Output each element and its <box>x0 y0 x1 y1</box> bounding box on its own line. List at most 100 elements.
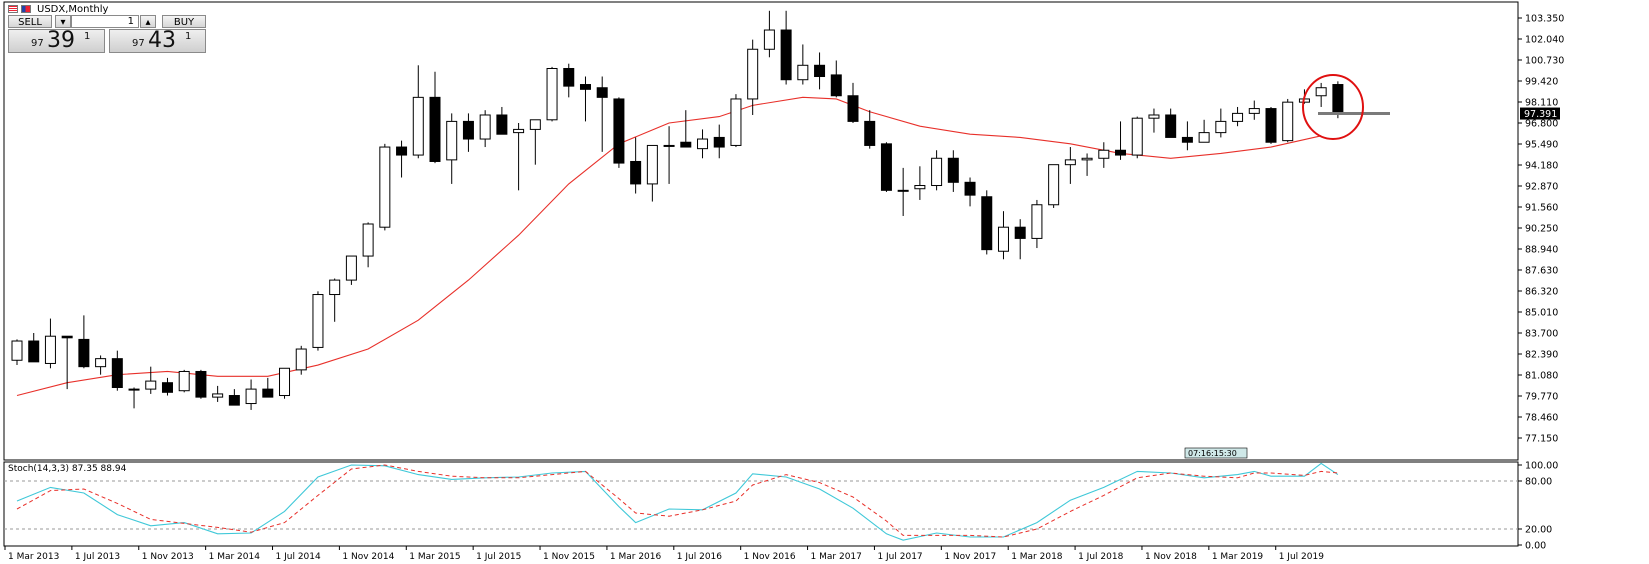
candle-body <box>496 114 508 135</box>
candle <box>329 278 341 322</box>
candle-body <box>1181 136 1193 143</box>
x-tick-label: 1 Jul 2015 <box>476 552 521 562</box>
candle-body <box>78 338 90 368</box>
candle <box>914 166 926 200</box>
time-axis: 1 Mar 2013 1 Jul 2013 1 Nov 2013 1 Mar 2014… <box>4 546 1324 562</box>
candle <box>1165 108 1177 138</box>
candle-body <box>563 67 575 87</box>
candle <box>1198 119 1210 143</box>
candle-body <box>1215 120 1227 134</box>
y-tick-label: 88.940 <box>1525 245 1558 256</box>
time-label-box <box>1184 447 1248 459</box>
candle-body <box>529 119 541 130</box>
candle <box>1115 121 1127 160</box>
candle <box>1064 147 1076 184</box>
y-tick-label: 77.150 <box>1525 434 1558 445</box>
candle <box>513 123 525 191</box>
candle <box>964 177 976 207</box>
x-tick-label: 1 Nov 2015 <box>543 552 595 562</box>
candle <box>713 124 725 159</box>
y-tick-label: 96.800 <box>1525 119 1558 130</box>
candle <box>546 66 558 122</box>
candle <box>161 377 173 396</box>
candle <box>145 366 157 394</box>
candle-body <box>814 64 826 78</box>
candle <box>646 144 658 202</box>
lot-decrease-button[interactable]: ▾ <box>55 15 71 28</box>
candle <box>28 333 40 363</box>
symbol-title: USDX,Monthly <box>37 3 109 15</box>
candle <box>178 369 190 393</box>
candle-body <box>28 340 40 363</box>
candle <box>1131 116 1143 159</box>
candle <box>1215 108 1227 138</box>
x-tick-label: 1 Mar 2019 <box>1212 552 1264 562</box>
candle <box>11 339 23 366</box>
candle <box>747 39 759 115</box>
current-price-label: 97.391 <box>1524 109 1557 120</box>
candle <box>797 44 809 85</box>
buy-price-prefix: 97 <box>132 38 145 49</box>
candle-body <box>111 358 123 389</box>
candle <box>111 350 123 391</box>
y-tick-label: 81.080 <box>1525 371 1558 382</box>
buy-price-button[interactable]: 97 43 1 <box>109 28 206 53</box>
candle-body <box>931 157 943 187</box>
candle-body <box>1064 159 1076 166</box>
candle-body <box>1098 149 1110 159</box>
candle-body <box>479 114 491 140</box>
candle-body <box>446 120 458 161</box>
sell-button[interactable]: SELL <box>8 15 52 28</box>
buy-button[interactable]: BUY <box>162 15 206 28</box>
x-tick-label: 1 Nov 2017 <box>944 552 996 562</box>
candle <box>212 385 224 402</box>
candle <box>44 318 56 369</box>
candle-body <box>44 335 56 364</box>
candle-body <box>1148 114 1160 119</box>
lot-size-input[interactable]: 1 <box>71 15 139 28</box>
candle <box>981 190 993 255</box>
candle-body <box>462 120 474 140</box>
candle <box>496 106 508 135</box>
candle-body <box>613 98 625 164</box>
candle-body <box>379 146 391 228</box>
candle-body <box>697 138 709 150</box>
annotations: 97.391 07:16:15:30 <box>1184 74 1560 459</box>
candle-body <box>1048 164 1060 206</box>
lot-increase-button[interactable]: ▴ <box>140 15 156 28</box>
time-label: 07:16:15:30 <box>1188 449 1237 458</box>
highlight-circle <box>1302 74 1364 140</box>
candle <box>1265 106 1277 144</box>
candle <box>61 335 73 390</box>
moving-average-line <box>16 96 1322 397</box>
candle <box>362 222 374 268</box>
candle-body <box>245 388 257 405</box>
candle <box>563 63 575 98</box>
candle <box>763 10 775 58</box>
candle-body <box>680 141 692 148</box>
candle <box>412 65 424 159</box>
sell-price-button[interactable]: 97 39 1 <box>8 28 105 53</box>
candle <box>295 345 307 375</box>
candle <box>345 255 357 285</box>
x-tick-label: 1 Mar 2017 <box>811 552 862 562</box>
candle <box>697 129 709 159</box>
candle-body <box>1248 108 1260 114</box>
candle-body <box>212 393 224 398</box>
candle <box>1315 82 1327 107</box>
y-tick-label: 99.420 <box>1525 77 1558 88</box>
candle-body <box>345 255 357 281</box>
candle-body <box>279 367 291 397</box>
candle-body <box>847 95 859 122</box>
candle-body <box>1282 101 1294 142</box>
chart-frame <box>3 1 1519 547</box>
candle-body <box>329 279 341 296</box>
candle <box>897 167 909 216</box>
y-tick-label: 79.770 <box>1525 392 1558 403</box>
candle <box>880 142 892 192</box>
candle-body <box>546 67 558 121</box>
candle <box>663 126 675 184</box>
candle <box>1181 121 1193 151</box>
candle-body <box>228 395 240 406</box>
